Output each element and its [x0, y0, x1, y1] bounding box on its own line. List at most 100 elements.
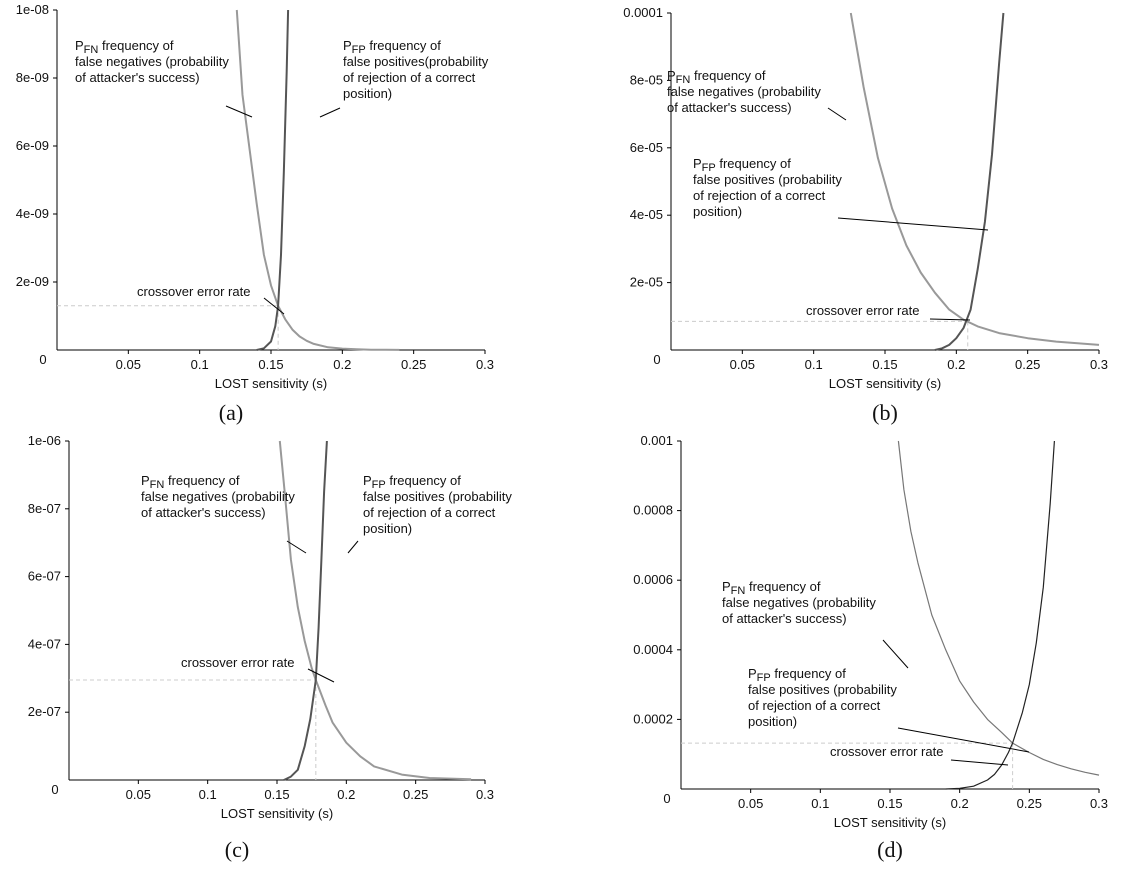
leader-line-fp [837, 217, 989, 231]
x-tick-label: 0.15 [877, 796, 902, 811]
annotation-fp-subscript: FP [702, 162, 716, 174]
x-axis-label: LOST sensitivity (s) [215, 376, 327, 391]
chart-panel-a: 0 0.05 0.1 0.15 0.2 0.25 0.3 2e-09 4e-09 6e-09 8e-… [16, 2, 494, 425]
annotation-fn-line: of attacker's success) [75, 70, 200, 85]
series-line-pfn [235, 9, 400, 351]
annotation-fn-line: of attacker's success) [722, 611, 847, 626]
annotation-fn-subscript: FN [731, 585, 746, 597]
x-tick-label: 0.3 [476, 357, 494, 372]
y-tick-label: 4e-09 [16, 206, 49, 221]
x-tick-label: 0.05 [116, 357, 141, 372]
y-tick-label: 0.0006 [633, 572, 673, 587]
x-tick-label: 0.2 [333, 357, 351, 372]
x-tick-label: 0.25 [401, 357, 426, 372]
annotation-fp-line: position) [693, 204, 742, 219]
annotation-fn-title: frequency of [98, 38, 174, 53]
x-tick-label: 0.05 [730, 357, 755, 372]
leader-line-crossover [929, 318, 971, 321]
origin-label: 0 [39, 352, 46, 367]
leader-line-fn [225, 105, 253, 118]
x-axis-label: LOST sensitivity (s) [221, 806, 333, 821]
y-tick-label: 8e-05 [630, 72, 663, 87]
x-tick-label: 0.15 [258, 357, 283, 372]
annotation-fp-prefix: P [363, 473, 372, 488]
annotation-fn: PFN frequency of [141, 473, 240, 491]
origin-label: 0 [51, 782, 58, 797]
annotation-fp-line: of rejection of a correct [748, 698, 881, 713]
annotation-fn-line: of attacker's success) [141, 505, 266, 520]
series-line-pfn [849, 12, 1100, 346]
annotation-fn: PFN frequency of [667, 68, 766, 86]
annotation-fn-prefix: P [667, 68, 676, 83]
series-line-pfp [934, 12, 1005, 351]
x-tick-label: 0.1 [191, 357, 209, 372]
y-tick-label: 0.0008 [633, 503, 673, 518]
origin-label: 0 [653, 352, 660, 367]
annotation-crossover: crossover error rate [806, 303, 919, 318]
y-tick-label: 0.001 [640, 433, 673, 448]
annotation-fp-subscript: FP [352, 44, 366, 56]
annotation-fp-subscript: FP [757, 672, 771, 684]
y-tick-label: 8e-09 [16, 70, 49, 85]
annotation-fp: PFP frequency of [363, 473, 461, 491]
chart-panel-b: 0 0.05 0.1 0.15 0.2 0.25 0.3 2e-05 4e-05 6e-05 8e-… [623, 5, 1108, 425]
y-tick-label: 4e-07 [28, 636, 61, 651]
annotation-fn-title: frequency of [690, 68, 766, 83]
annotation-fp-line: position) [363, 521, 412, 536]
annotation-fn-line: false negatives (probability [141, 489, 295, 504]
x-tick-label: 0.25 [403, 787, 428, 802]
annotation-fp-line: false positives (probability [748, 682, 897, 697]
origin-label: 0 [663, 791, 670, 806]
annotation-fn: PFN frequency of [722, 579, 821, 597]
chart-panel-c: 0 0.05 0.1 0.15 0.2 0.25 0.3 2e-07 4e-07 6e-07 8e-… [28, 433, 513, 862]
annotation-fn-title: frequency of [164, 473, 240, 488]
y-tick-label: 4e-05 [630, 207, 663, 222]
annotation-fn-subscript: FN [150, 479, 165, 491]
y-tick-label: 2e-09 [16, 274, 49, 289]
leader-line-fp [319, 107, 341, 118]
x-axis-label: LOST sensitivity (s) [829, 376, 941, 391]
y-tick-label: 0.0004 [633, 642, 673, 657]
annotation-crossover: crossover error rate [181, 655, 294, 670]
annotation-fp-line: of rejection of a correct [343, 70, 476, 85]
annotation-fp-line: position) [748, 714, 797, 729]
annotation-fn-subscript: FN [676, 74, 691, 86]
chart-panel-d: 0 0.05 0.1 0.15 0.2 0.25 0.3 0.0002 0.0004 0.0006… [633, 433, 1108, 862]
annotation-fp-line: of rejection of a correct [363, 505, 496, 520]
annotation-fp: PFP frequency of [343, 38, 441, 56]
y-tick-label: 2e-07 [28, 704, 61, 719]
x-tick-label: 0.3 [1090, 796, 1108, 811]
annotation-fn-prefix: P [75, 38, 84, 53]
annotation-fn-prefix: P [722, 579, 731, 594]
annotation-fp-prefix: P [343, 38, 352, 53]
y-tick-label: 8e-07 [28, 501, 61, 516]
leader-line-crossover [950, 759, 1009, 766]
series-line-pfp [256, 9, 290, 351]
annotation-fn: PFN frequency of [75, 38, 174, 56]
x-tick-label: 0.1 [199, 787, 217, 802]
x-axis-label: LOST sensitivity (s) [834, 815, 946, 830]
x-tick-label: 0.25 [1015, 357, 1040, 372]
y-tick-label: 2e-05 [630, 275, 663, 290]
annotation-fn-subscript: FN [84, 44, 99, 56]
series-line-pfn [897, 440, 1100, 776]
annotation-crossover: crossover error rate [830, 744, 943, 759]
x-tick-label: 0.1 [805, 357, 823, 372]
annotation-fp-title: frequency of [716, 156, 792, 171]
leader-line-crossover [307, 668, 335, 683]
leader-line-fn [882, 639, 909, 669]
x-tick-label: 0.2 [337, 787, 355, 802]
y-tick-label: 0.0001 [623, 5, 663, 20]
x-tick-label: 0.3 [476, 787, 494, 802]
y-tick-label: 6e-07 [28, 569, 61, 584]
annotation-fp-line: of rejection of a correct [693, 188, 826, 203]
x-tick-label: 0.25 [1017, 796, 1042, 811]
x-tick-label: 0.15 [872, 357, 897, 372]
annotation-fp-prefix: P [748, 666, 757, 681]
annotation-fp-title: frequency of [386, 473, 462, 488]
leader-line-fp [347, 540, 359, 554]
annotation-fn-line: false negatives (probability [722, 595, 876, 610]
y-tick-label: 0.0002 [633, 711, 673, 726]
x-tick-label: 0.05 [738, 796, 763, 811]
